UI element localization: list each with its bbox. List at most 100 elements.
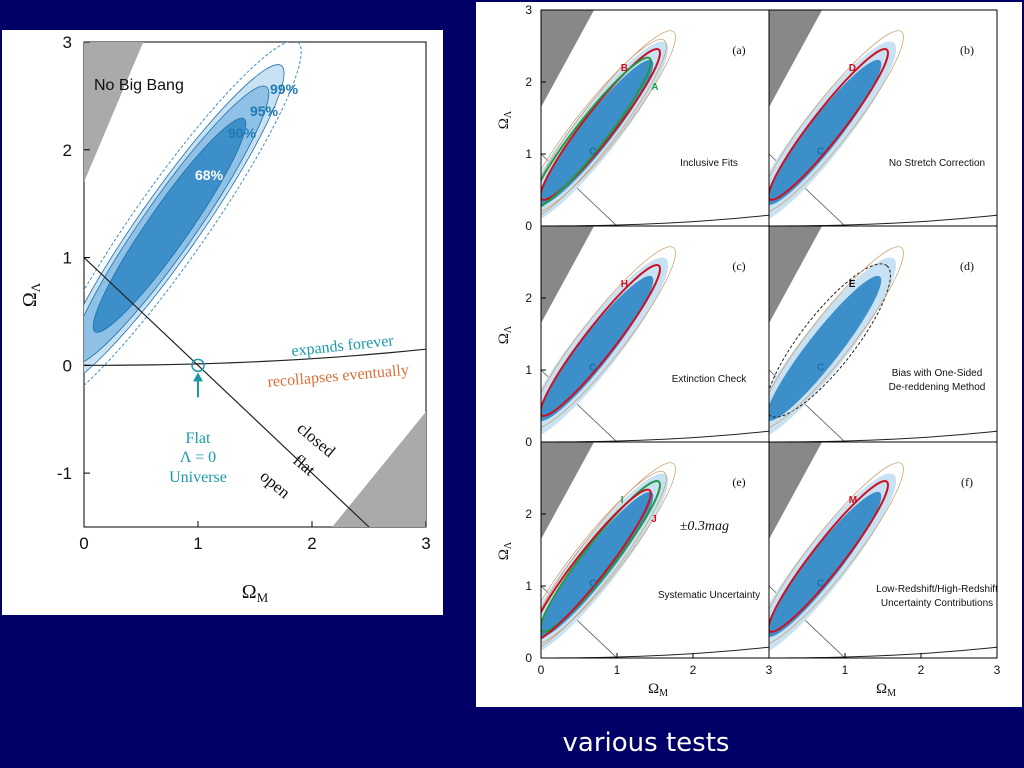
contour-label-68: 68% <box>195 167 224 183</box>
fit-label-B: B <box>621 63 628 74</box>
grid-y-axis-label-row3: ΩΛ <box>496 541 514 560</box>
x-tick-label: 3 <box>421 534 430 553</box>
test-panel-d: E C (d) Bias with One-Sided De-reddening Met… <box>768 225 998 443</box>
x-tick-label: 0 <box>79 534 88 553</box>
fit-contour-M <box>769 480 889 633</box>
contour-label-95: 95% <box>250 103 279 119</box>
y-tick-label: 1 <box>525 579 532 593</box>
x-tick-label: 1 <box>614 663 621 677</box>
test-panel-a: B A C (a) Inclusive Fits 0 1 2 3 <box>525 3 770 233</box>
flat-universe-line <box>84 257 370 527</box>
fit-contour-outer-E <box>769 246 904 429</box>
recollapse-region <box>332 411 426 527</box>
test-panel-f: M C (f) Low-Redshift/High-Redshift Uncertain… <box>768 441 1001 677</box>
expansion-boundary-curve <box>541 214 769 226</box>
contour-c-inner <box>769 491 882 637</box>
x-tick-label: 3 <box>766 663 773 677</box>
expansion-boundary-curve <box>541 646 769 658</box>
expansion-boundary-curve <box>769 646 997 658</box>
flat-universe-line2: Λ = 0 <box>180 449 216 466</box>
main-chart-panel: 0 1 2 3 -1 0 1 2 3 No Big Bang 68% 90% 95% 99% e… <box>2 30 443 615</box>
no-big-bang-region <box>769 442 823 540</box>
expansion-boundary-curve <box>84 348 426 366</box>
flat-universe-marker <box>191 358 205 373</box>
contour-c-inner <box>769 59 882 205</box>
y-tick-label: 3 <box>525 3 532 17</box>
fit-contour-outer-M <box>769 462 904 645</box>
y-tick-label: 0 <box>525 435 532 449</box>
fit-contour-outer-D <box>769 30 904 213</box>
x-tick-label: 1 <box>193 534 202 553</box>
contour-label-99: 99% <box>270 81 299 97</box>
fit-contour-H <box>541 264 661 417</box>
grid-x-axis-label-right: ΩM <box>876 681 896 699</box>
expansion-boundary-curve <box>769 214 997 226</box>
grid-y-axis-label-row1: ΩΛ <box>496 110 514 129</box>
y-axis-label: ΩΛ <box>19 282 43 307</box>
y-tick-label: 0 <box>525 219 532 233</box>
contour-99 <box>84 42 302 411</box>
fit-contour-outer-I <box>541 462 676 645</box>
tests-chart-panel: B A C (a) Inclusive Fits 0 1 2 3 D C (b) No Stretch … <box>476 2 1022 707</box>
no-big-bang-region <box>541 442 595 540</box>
grid-y-axis-label-row2: ΩΛ <box>496 325 514 344</box>
center-label-c: C <box>817 146 824 157</box>
tests-contour-grid: B A C (a) Inclusive Fits 0 1 2 3 D C (b) No Stretch … <box>496 3 1001 699</box>
panel-tag: (b) <box>960 43 974 57</box>
contour-label-90: 90% <box>228 125 257 141</box>
panel-tag: (e) <box>732 475 745 489</box>
fit-contour-outer-J <box>541 470 667 654</box>
no-big-bang-region <box>541 226 595 324</box>
x-tick-label: 0 <box>538 663 545 677</box>
panel-extra-label: ±0.3mag <box>680 519 729 534</box>
fit-label-M: M <box>849 495 857 506</box>
y-tick-label: 2 <box>525 507 532 521</box>
fit-label-H: H <box>621 279 628 290</box>
y-tick-label: 0 <box>525 651 532 665</box>
y-tick-label: 1 <box>525 363 532 377</box>
fit-contour-E <box>769 263 891 418</box>
y-tick-label: 3 <box>63 33 72 52</box>
fit-contour-B <box>541 48 661 201</box>
grid-x-axis-label-left: ΩM <box>648 681 668 699</box>
center-label-c: C <box>589 146 596 157</box>
panel-title: Inclusive Fits <box>680 158 738 169</box>
contour-c-inner <box>541 491 654 637</box>
marker-arrow-head <box>193 372 203 382</box>
panel-title: Extinction Check <box>672 374 747 385</box>
flat-universe-line1: Flat <box>186 430 211 447</box>
fit-label-A: A <box>651 82 658 93</box>
panel-tag: (d) <box>960 259 974 273</box>
slide-caption: various tests <box>562 728 730 758</box>
test-panel-b: D C (b) No Stretch Correction <box>768 9 998 227</box>
x-tick-label: 3 <box>994 663 1001 677</box>
fit-label-J: J <box>651 514 657 525</box>
y-tick-label: 2 <box>525 291 532 305</box>
panel-tag: (f) <box>961 475 973 489</box>
panel-title-line1: Low-Redshift/High-Redshift <box>876 584 998 595</box>
fit-contour-outer-H <box>541 246 676 429</box>
fit-contour-J <box>541 488 652 642</box>
test-panel-e: I J C (e) Systematic Uncertainty ±0.3mag 0 1 2 0 1… <box>525 441 773 677</box>
panel-title-line2: Uncertainty Contributions <box>881 598 993 609</box>
y-tick-label: 1 <box>525 147 532 161</box>
fit-label-I: I <box>621 495 624 506</box>
fit-contour-D <box>769 48 889 201</box>
no-big-bang-region <box>541 10 595 108</box>
y-tick-label: 0 <box>63 356 72 375</box>
y-tick-label: 1 <box>63 249 72 268</box>
panel-tag: (a) <box>732 43 745 57</box>
no-big-bang-region <box>84 42 144 183</box>
no-big-bang-region <box>769 226 823 324</box>
fit-contour-I <box>541 480 661 633</box>
expansion-boundary-curve <box>769 430 997 442</box>
panel-tag: (c) <box>732 259 745 273</box>
y-tick-label: -1 <box>57 464 72 483</box>
panel-title: Systematic Uncertainty <box>658 590 760 601</box>
fit-label-D: D <box>849 63 856 74</box>
panel-title: No Stretch Correction <box>889 158 985 169</box>
fit-contour-outer-A <box>541 38 667 222</box>
contour-c-inner <box>541 275 654 421</box>
center-label-c: C <box>589 362 596 373</box>
